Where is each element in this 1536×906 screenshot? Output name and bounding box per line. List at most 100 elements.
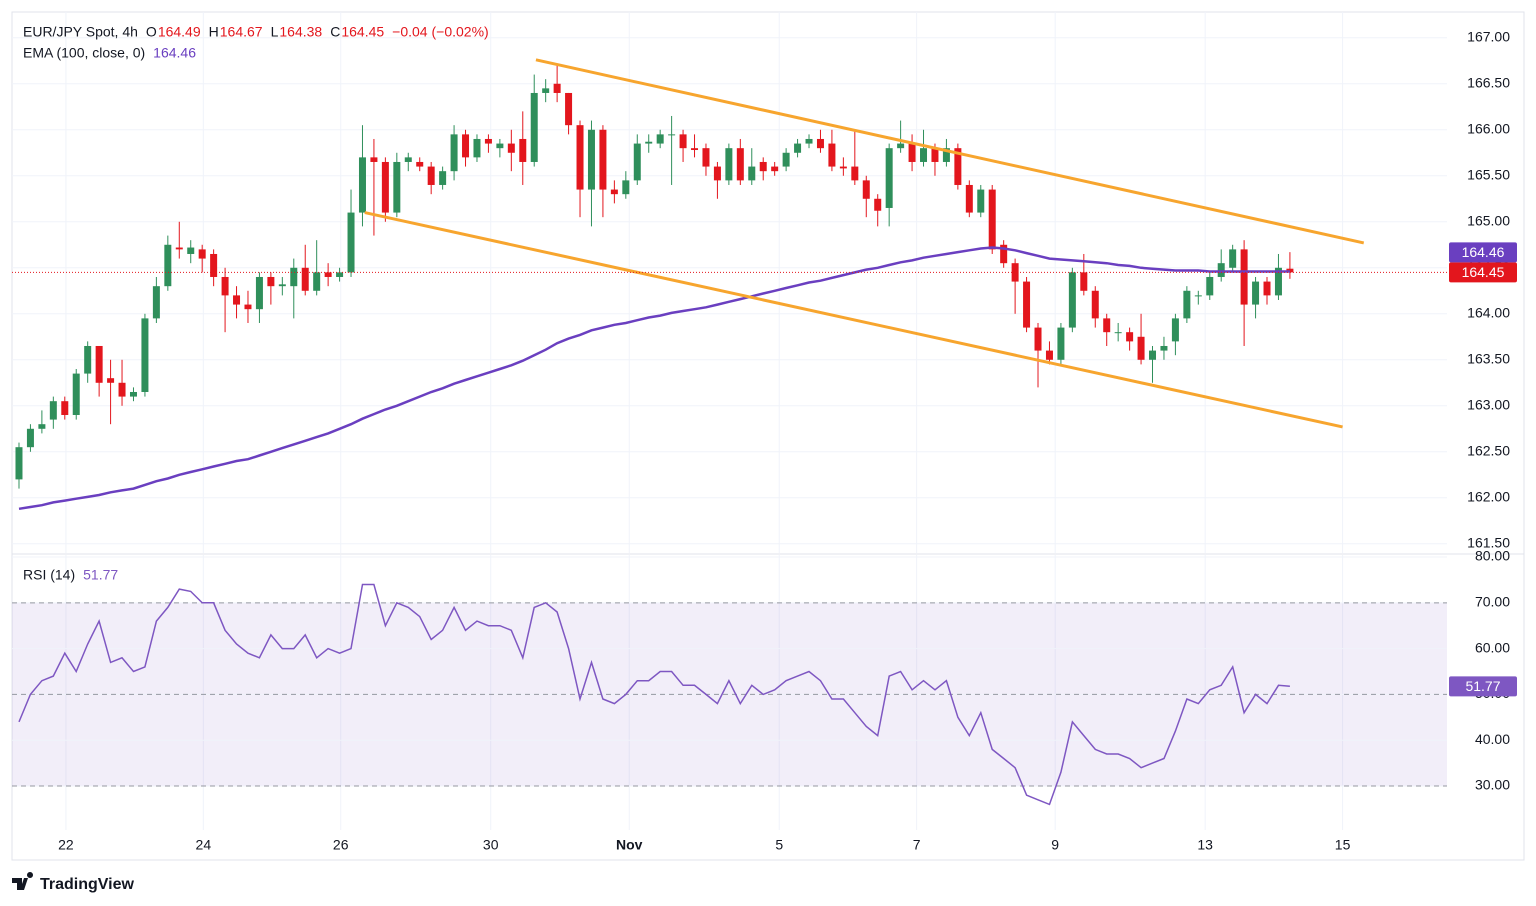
candle-body: [427, 166, 435, 185]
candle-body: [759, 161, 767, 172]
x-tick-label: 13: [1197, 837, 1213, 853]
candle-body: [244, 304, 252, 310]
candle-body: [977, 189, 985, 213]
candle-body: [610, 189, 618, 195]
candle-body: [771, 166, 779, 172]
candle-body: [381, 161, 389, 213]
candle-body: [290, 267, 298, 287]
candle-body: [107, 378, 115, 383]
candle-body: [1183, 290, 1191, 319]
x-tick-label: 30: [483, 837, 499, 853]
candle-body: [897, 143, 905, 149]
candle-body: [965, 184, 973, 213]
candle-body: [988, 189, 996, 250]
candle-body: [942, 148, 950, 162]
candle-body: [393, 161, 401, 213]
x-tick-label: 22: [58, 837, 74, 853]
candle-body: [141, 318, 149, 392]
candle-body: [1217, 263, 1225, 277]
ema-badge-bg: [1449, 242, 1517, 263]
x-tick-label: 5: [775, 837, 783, 853]
candle-body: [679, 134, 687, 149]
candle-body: [885, 148, 893, 208]
candle-body: [1171, 318, 1179, 342]
candle-body: [439, 171, 447, 185]
ohlc-label: C: [330, 24, 340, 40]
candle-body: [1240, 249, 1248, 305]
candle-body: [38, 424, 46, 429]
candle-body: [542, 88, 550, 93]
candle-body: [198, 249, 206, 259]
y-tick-label: 60.00: [1475, 639, 1510, 655]
last-price-badge-bg: [1449, 262, 1517, 283]
candle-body: [336, 272, 344, 277]
candle-body: [1034, 327, 1042, 351]
ohlc-value: 164.38: [279, 24, 322, 40]
candle-body: [118, 382, 126, 397]
candle-body: [599, 129, 607, 190]
y-tick-label: 70.00: [1475, 594, 1510, 610]
y-tick-label: 163.00: [1467, 396, 1510, 412]
candle-body: [1091, 290, 1099, 319]
candle-body: [702, 148, 710, 167]
channel-line: [364, 211, 1343, 429]
candle-body: [954, 148, 962, 185]
rsi-badge: 51.77: [1465, 678, 1500, 694]
change: −0.04 (−0.02%): [392, 24, 489, 40]
candle-body: [519, 138, 527, 162]
candle-body: [1274, 267, 1282, 296]
candles: [15, 65, 1294, 489]
candle-body: [1206, 276, 1214, 296]
candle-body: [587, 129, 595, 190]
candle-body: [920, 148, 928, 162]
candle-body: [1114, 332, 1122, 334]
ohlc-value: 164.49: [158, 24, 201, 40]
candle-body: [95, 345, 103, 383]
candle-body: [1263, 281, 1271, 296]
candle-body: [1057, 327, 1065, 360]
candle-body: [450, 134, 458, 172]
ema-line: [18, 246, 1290, 511]
candle-body: [633, 143, 641, 181]
candle-body: [1080, 272, 1088, 291]
candle-body: [15, 447, 23, 480]
x-tick-label: 15: [1335, 837, 1351, 853]
candle-body: [1286, 268, 1294, 273]
ohlc-label: O: [146, 24, 157, 40]
x-tick-label: 24: [196, 837, 212, 853]
y-tick-label: 165.00: [1467, 212, 1510, 228]
candle-body: [1103, 318, 1111, 333]
candle-body: [496, 143, 504, 149]
candle-body: [713, 166, 721, 181]
candle-body: [1126, 332, 1134, 342]
candle-body: [313, 272, 321, 291]
rsi-badge-bg: [1449, 676, 1517, 697]
candle-body: [1045, 350, 1053, 360]
candle-body: [404, 157, 412, 162]
candle-body: [221, 276, 229, 296]
candle-body: [49, 401, 57, 420]
candle-body: [553, 83, 561, 93]
y-tick-label: 165.50: [1467, 166, 1510, 182]
candle-body: [84, 345, 92, 374]
y-tick-label: 162.50: [1467, 442, 1510, 458]
x-tick-label: 26: [333, 837, 349, 853]
candle-body: [828, 143, 836, 167]
tradingview-logo: TradingView: [12, 872, 135, 893]
y-tick-label: 80.00: [1475, 548, 1510, 564]
y-tick-label: 166.00: [1467, 120, 1510, 136]
y-tick-label: 30.00: [1475, 777, 1510, 793]
candle-body: [1194, 295, 1202, 297]
ema-legend: EMA (100, close, 0): [23, 45, 145, 61]
candle-body: [691, 148, 699, 151]
candle-body: [656, 134, 664, 144]
candle-body: [1011, 263, 1019, 282]
ohlc-label: H: [209, 24, 219, 40]
candle-body: [358, 157, 366, 213]
symbol: EUR/JPY Spot, 4h: [23, 24, 138, 40]
candle-body: [1000, 244, 1008, 264]
candle-body: [462, 134, 470, 158]
candle-body: [370, 157, 378, 162]
candle-body: [164, 244, 172, 287]
